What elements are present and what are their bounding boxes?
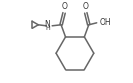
Text: O: O bbox=[83, 2, 89, 11]
Text: N: N bbox=[44, 20, 50, 29]
Text: O: O bbox=[61, 2, 67, 11]
Text: OH: OH bbox=[100, 18, 111, 27]
Text: H: H bbox=[45, 26, 50, 31]
